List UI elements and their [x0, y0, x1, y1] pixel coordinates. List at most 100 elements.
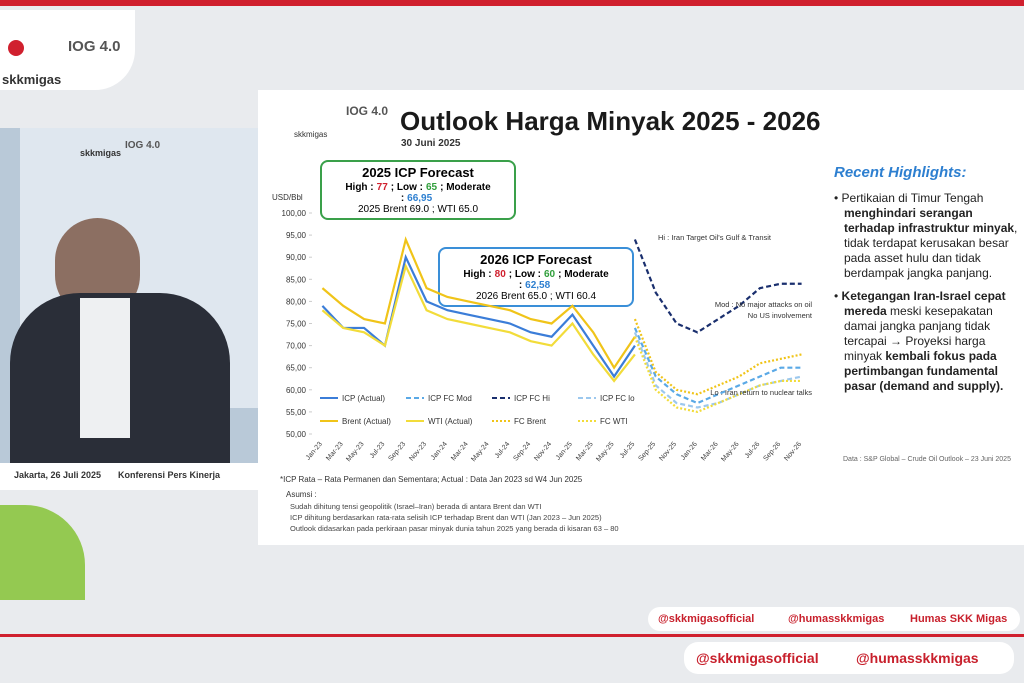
y-tick-label: 95,00	[286, 231, 307, 240]
x-tick-label: Jan-23	[305, 441, 324, 462]
video-logo: skkmigas	[80, 148, 122, 158]
x-tick-label: Nov-26	[783, 441, 803, 463]
legend-label: ICP (Actual)	[342, 394, 385, 403]
x-tick-label: Jul-23	[369, 441, 387, 460]
hl-text: Pertikaian di Timur Tengah	[841, 191, 984, 205]
assumptions: Sudah dihitung tensi geopolitik (Israel–…	[290, 501, 619, 534]
y-tick-label: 70,00	[286, 342, 307, 351]
box-mod: 66,95	[407, 193, 433, 204]
header-logo: skkmigas	[2, 72, 62, 87]
annotation: Lo : Iran return to nuclear talks	[710, 388, 812, 397]
x-tick-label: Sep-24	[512, 441, 532, 463]
header-event-logo: IOG 4.0	[68, 38, 121, 55]
highlights-title: Recent Highlights:	[834, 164, 967, 181]
y-tick-label: 55,00	[286, 408, 307, 417]
x-tick-label: Sep-25	[637, 441, 657, 463]
x-tick-label: Sep-26	[762, 441, 782, 463]
box-title: 2026 ICP Forecast	[480, 252, 592, 267]
y-tick-label: 50,00	[286, 430, 307, 439]
highlights: • Pertikaian di Timur Tengah menghindari…	[832, 191, 1022, 394]
x-tick-label: May-24	[470, 441, 490, 463]
x-tick-label: May-25	[595, 441, 615, 463]
box-high: 77	[376, 182, 388, 193]
assumption: ICP dihitung berdasarkan rata-rata selis…	[290, 513, 602, 522]
series-line	[633, 331, 802, 409]
x-tick-label: May-23	[345, 441, 365, 463]
slide-logo: skkmigas	[294, 130, 328, 139]
box-high: 80	[494, 269, 506, 280]
video-frame: skkmigas IOG 4.0 Jakarta, 26 Juli 2025 K…	[0, 128, 258, 490]
forecast-box-2025: 2025 ICP Forecast High :77; Low :65; Mod…	[320, 160, 516, 220]
x-tick-label: Nov-24	[533, 441, 553, 463]
footer-large: @skkmigasofficial @humasskkmigas	[684, 642, 1014, 674]
forecast-box-2026: 2026 ICP Forecast High :80; Low :60; Mod…	[438, 247, 634, 307]
social-handle: @humasskkmigas	[856, 650, 979, 666]
box-low: 65	[425, 182, 438, 193]
source: Data : S&P Global – Crude Oil Outlook – …	[843, 456, 1011, 463]
y-tick-label: 90,00	[286, 253, 307, 262]
box-line2: 2025 Brent 69.0 ; WTI 65.0	[357, 204, 479, 215]
legend-label: WTI (Actual)	[428, 417, 473, 426]
box-line2: 2026 Brent 65.0 ; WTI 60.4	[475, 291, 597, 302]
caption-event: Konferensi Pers Kinerja	[118, 470, 221, 480]
y-tick-label: 100,00	[282, 209, 307, 218]
series-line	[633, 336, 802, 414]
x-tick-label: Jul-25	[619, 441, 637, 460]
x-tick-label: Mar-26	[700, 441, 720, 463]
y-tick-label: 65,00	[286, 364, 307, 373]
annotation: Hi : Iran Target Oil's Gulf & Transit	[658, 233, 772, 242]
hl-bold: menghindari serangan terhadap infrastruk…	[844, 206, 1015, 235]
slide-title: Outlook Harga Minyak 2025 - 2026	[400, 106, 821, 136]
box-mod: 62,58	[525, 280, 551, 291]
x-tick-label: Sep-23	[387, 441, 407, 463]
y-tick-label: 85,00	[286, 275, 307, 284]
box-text: ; Low :	[508, 269, 541, 280]
hl-bold: kembali fokus pada pertimbangan fundamen…	[844, 349, 1004, 393]
box-text: High :	[463, 269, 492, 280]
assumption: Outlook didasarkan pada perkiraan pasar …	[290, 524, 619, 533]
social-handle: @skkmigasofficial	[658, 613, 755, 625]
legend-label: ICP FC Hi	[514, 394, 550, 403]
y-tick-label: 60,00	[286, 386, 307, 395]
box-text: ; Low :	[390, 182, 423, 193]
legend-label: ICP FC lo	[600, 394, 635, 403]
slide-event-logo: IOG 4.0	[346, 104, 389, 118]
highlight: • Pertikaian di Timur Tengah menghindari…	[834, 191, 1018, 280]
video-caption-bar: Jakarta, 26 Juli 2025 Konferensi Pers Ki…	[0, 463, 258, 490]
logo-pin	[8, 40, 24, 56]
series-line	[321, 236, 636, 370]
y-axis-label: USD/Bbl	[272, 193, 303, 202]
footnote: *ICP Rata – Rata Permanen dan Sementara;…	[280, 475, 583, 484]
series-line	[633, 327, 802, 405]
box-text: High :	[345, 182, 374, 193]
header-logo-area: skkmigas IOG 4.0	[0, 10, 135, 90]
legend-label: ICP FC Mod	[428, 394, 472, 403]
box-low: 60	[543, 269, 556, 280]
x-tick-label: Jan-24	[430, 441, 449, 462]
caption-date: Jakarta, 26 Juli 2025	[14, 470, 102, 480]
x-tick-label: Jan-25	[555, 441, 574, 462]
chart: USD/Bbl 50,00 55,00 60,00 65,00 70,00 75,00 80,…	[272, 193, 813, 463]
slide: skkmigas IOG 4.0 Outlook Harga Minyak 20…	[258, 90, 1024, 545]
hl-text: , tidak terdapat kerusakan besar pada as…	[844, 221, 1018, 280]
box-title: 2025 ICP Forecast	[362, 165, 474, 180]
series-line	[633, 318, 802, 396]
x-tick-label: Jul-26	[744, 441, 762, 460]
top-stripe	[0, 0, 1024, 6]
box-text: ; Moderate :	[400, 182, 491, 204]
assumption: Sudah dihitung tensi geopolitik (Israel–…	[290, 502, 542, 511]
video-event-logo: IOG 4.0	[125, 140, 161, 151]
box-text: ; Moderate :	[518, 269, 609, 291]
footer-stripe	[0, 634, 1024, 637]
legend-label: FC Brent	[514, 417, 547, 426]
x-tick-label: Nov-23	[408, 441, 428, 463]
highlight: • Ketegangan Iran-Israel cepat mereda me…	[834, 289, 1006, 393]
footer-small: @skkmigasofficial @humasskkmigas Humas S…	[648, 607, 1020, 631]
x-tick-label: May-26	[720, 441, 740, 463]
speaker-shirt	[80, 298, 130, 438]
decor-green	[0, 505, 85, 600]
x-tick-label: Nov-25	[658, 441, 678, 463]
annotation: Mod : No major attacks on oil	[715, 300, 812, 309]
x-tick-label: Mar-23	[325, 441, 345, 463]
